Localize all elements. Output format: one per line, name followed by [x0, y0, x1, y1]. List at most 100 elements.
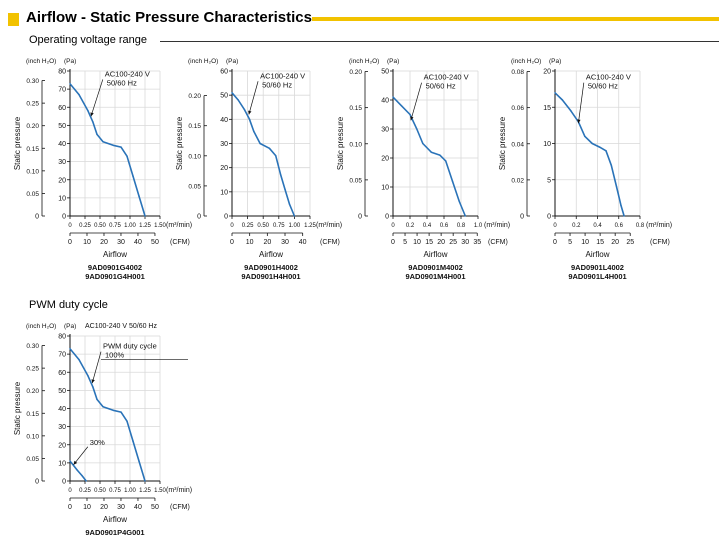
data-point	[112, 409, 114, 412]
m3-tick-label: 1.50	[154, 488, 166, 494]
data-point	[138, 460, 140, 462]
annotation-leader	[73, 446, 89, 465]
annotation-leader	[578, 82, 585, 124]
model-name: 9AD0901G4H001	[85, 272, 145, 281]
pa-unit-label: (Pa)	[226, 58, 238, 65]
data-point	[120, 411, 122, 413]
data-point	[400, 105, 403, 107]
pa-tick-label: 30	[58, 159, 66, 166]
model-name: 9AD0901L4H001	[568, 272, 626, 281]
pa-tick-label: 10	[58, 195, 66, 202]
annotation-arrowhead	[248, 110, 252, 115]
data-point	[132, 175, 134, 177]
m3-tick-label: 0.75	[109, 488, 121, 494]
m3-tick-label: 0.6	[615, 223, 624, 229]
pa-tick-label: 20	[381, 156, 389, 163]
data-point	[409, 113, 411, 116]
inch-unit-label: (inch H₂O)	[511, 58, 541, 65]
model-name: 9AD0901P4G001	[85, 528, 144, 537]
annotation-label: AC100-240 V	[424, 73, 469, 82]
m3-tick-label: 0	[391, 223, 395, 229]
inch-tick-label: 0.25	[26, 366, 39, 373]
annotation-label: 50/60 Hz	[588, 82, 618, 91]
section-title-pwm: PWM duty cycle	[29, 299, 108, 311]
data-point	[605, 150, 607, 152]
m3-tick-label: 0.4	[423, 223, 432, 229]
data-point	[87, 375, 89, 377]
y-axis-title: Static pressure	[13, 381, 22, 435]
cfm-tick-label: 10	[246, 239, 254, 246]
pa-tick-label: 50	[58, 123, 66, 130]
m3-tick-label: 0	[553, 223, 557, 229]
model-name: 9AD0901M4H001	[405, 272, 465, 281]
pa-unit-label: (Pa)	[64, 58, 76, 65]
m3-tick-label: 1.00	[124, 223, 136, 229]
m3-unit-label: (m³/min)	[166, 222, 192, 229]
data-point	[253, 130, 255, 133]
data-point	[78, 358, 80, 361]
series-line	[69, 348, 146, 482]
cfm-tick-label: 0	[553, 239, 557, 246]
m3-tick-label: 0.2	[572, 223, 581, 229]
data-point	[102, 140, 104, 143]
m3-unit-label: (m³/min)	[166, 487, 192, 494]
section-rule-operating	[160, 41, 719, 42]
pa-tick-label: 15	[543, 105, 551, 112]
data-point	[268, 147, 271, 150]
data-point	[451, 180, 454, 182]
section-title-operating: Operating voltage range	[29, 34, 148, 46]
cfm-tick-label: 10	[413, 239, 421, 246]
annotation-label: 100%	[105, 351, 125, 360]
annotation-label: AC100-240 V	[260, 71, 305, 80]
m3-tick-label: 0.4	[593, 223, 602, 229]
y-axis-title: Static pressure	[336, 116, 345, 170]
inch-tick-label: 0	[520, 214, 524, 221]
data-point	[85, 480, 87, 482]
series-line	[554, 92, 625, 217]
cfm-tick-label: 0	[68, 504, 72, 511]
m3-tick-label: 1.25	[304, 223, 316, 229]
inch-tick-label: 0.20	[349, 69, 362, 76]
inch-tick-label: 0.10	[188, 153, 201, 160]
pa-tick-label: 20	[543, 69, 551, 76]
data-point	[126, 420, 128, 422]
pa-tick-label: 0	[385, 214, 389, 221]
inch-tick-label: 0.20	[188, 93, 201, 100]
pa-tick-label: 0	[62, 214, 66, 221]
inch-tick-label: 0.05	[349, 177, 362, 184]
inch-tick-label: 0.15	[26, 411, 39, 418]
cfm-tick-label: 50	[151, 239, 159, 246]
cfm-tick-label: 30	[461, 239, 469, 246]
m3-tick-label: 0.50	[94, 488, 106, 494]
m3-tick-label: 0.6	[440, 223, 449, 229]
annotation-arrowhead	[91, 379, 95, 384]
pa-tick-label: 0	[62, 479, 66, 486]
cfm-tick-label: 20	[100, 239, 108, 246]
annotation-arrowhead	[73, 460, 78, 465]
inch-tick-label: 0.25	[26, 101, 39, 108]
data-point	[620, 204, 622, 206]
data-point	[87, 110, 89, 112]
pa-tick-label: 50	[381, 69, 389, 76]
pa-tick-label: 0	[224, 214, 228, 221]
data-point	[584, 135, 586, 137]
m3-tick-label: 1.00	[124, 488, 136, 494]
cfm-tick-label: 35	[473, 239, 481, 246]
title-marker	[8, 13, 19, 26]
data-point	[439, 154, 441, 156]
inch-tick-label: 0.06	[511, 105, 524, 112]
model-name: 9AD0901G4002	[88, 263, 142, 272]
data-point	[284, 188, 286, 191]
data-point	[69, 82, 71, 85]
pa-tick-label: 60	[58, 105, 66, 112]
pa-tick-label: 40	[58, 141, 66, 148]
inch-tick-label: 0.15	[349, 105, 362, 112]
inch-tick-label: 0.02	[511, 177, 524, 184]
data-point	[78, 93, 80, 96]
data-point	[279, 174, 282, 176]
data-point	[561, 99, 564, 101]
cfm-tick-label: 30	[117, 504, 125, 511]
cfm-tick-label: 40	[299, 239, 307, 246]
cfm-tick-label: 25	[626, 239, 634, 246]
